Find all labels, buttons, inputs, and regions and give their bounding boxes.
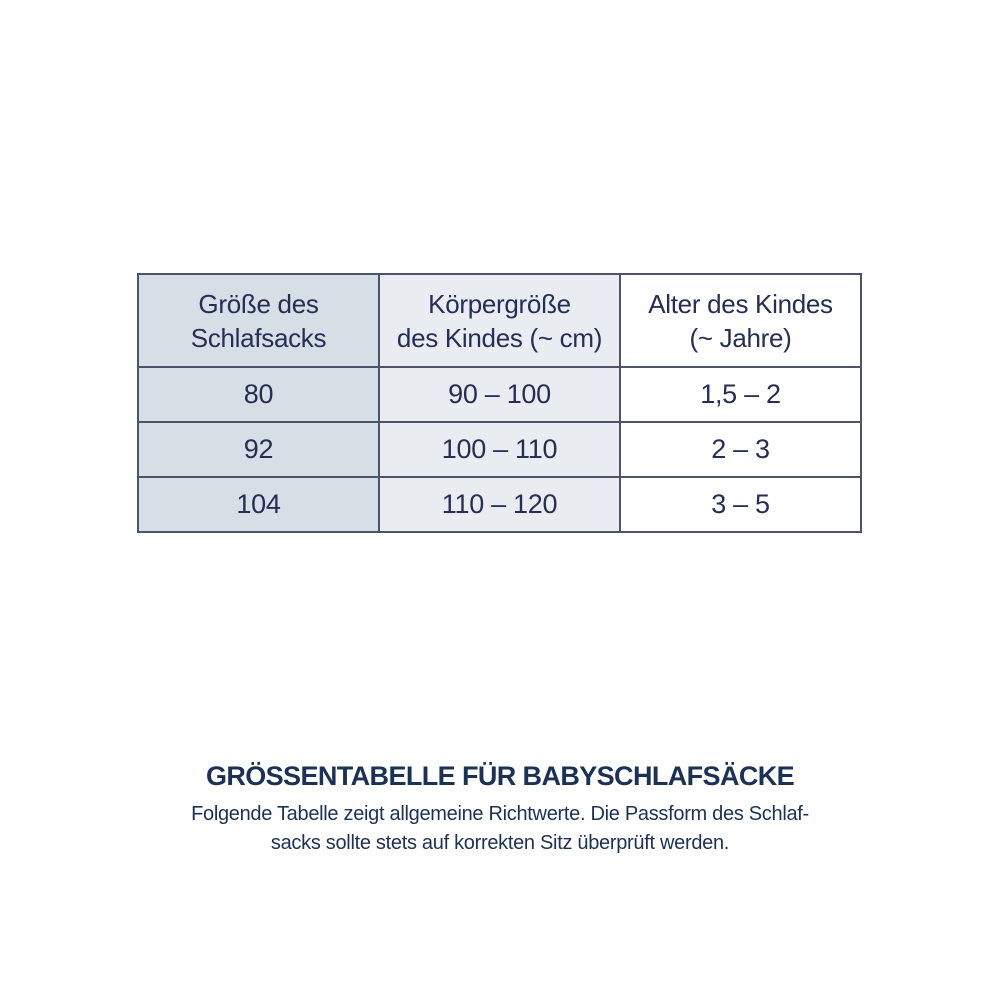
header-line: Körpergröße — [428, 288, 571, 319]
table-cell-age: 3 – 5 — [619, 476, 862, 533]
caption-line: Folgende Tabelle zeigt allgemeine Richtw… — [191, 803, 809, 825]
header-line: des Kindes (~ cm) — [396, 322, 603, 353]
header-line: (~ Jahre) — [689, 322, 792, 353]
table-cell-height: 110 – 120 — [378, 476, 621, 533]
col-header-alter: Alter des Kindes (~ Jahre) — [619, 273, 862, 368]
header-line: Größe des — [198, 288, 319, 319]
col-header-schlafsack-groesse: Größe des Schlafsacks — [137, 273, 380, 368]
table-cell-size: 80 — [137, 366, 380, 423]
caption-line: sacks sollte stets auf korrekten Sitz üb… — [270, 832, 730, 854]
caption-title: GRÖSSENTABELLE FÜR BABYSCHLAFSÄCKE — [205, 761, 795, 791]
size-table-header: Größe des Schlafsacks Körpergröße des Ki… — [137, 273, 862, 368]
col-header-koerpergroesse: Körpergröße des Kindes (~ cm) — [378, 273, 621, 368]
table-cell-height: 100 – 110 — [378, 421, 621, 478]
table-row: 92 100 – 110 2 – 3 — [137, 421, 862, 478]
header-line: Alter des Kindes — [648, 288, 833, 319]
table-cell-height: 90 – 100 — [378, 366, 621, 423]
size-table: Größe des Schlafsacks Körpergröße des Ki… — [137, 273, 862, 533]
table-row: 80 90 – 100 1,5 – 2 — [137, 366, 862, 423]
caption-block: GRÖSSENTABELLE FÜR BABYSCHLAFSÄCKE Folge… — [0, 760, 1000, 858]
table-cell-age: 1,5 – 2 — [619, 366, 862, 423]
header-line: Schlafsacks — [190, 322, 327, 353]
size-table-body: 80 90 – 100 1,5 – 2 92 100 – 110 2 – 3 1… — [137, 366, 862, 533]
table-cell-size: 92 — [137, 421, 380, 478]
table-cell-age: 2 – 3 — [619, 421, 862, 478]
table-header-row: Größe des Schlafsacks Körpergröße des Ki… — [137, 273, 862, 368]
table-cell-size: 104 — [137, 476, 380, 533]
table-row: 104 110 – 120 3 – 5 — [137, 476, 862, 533]
